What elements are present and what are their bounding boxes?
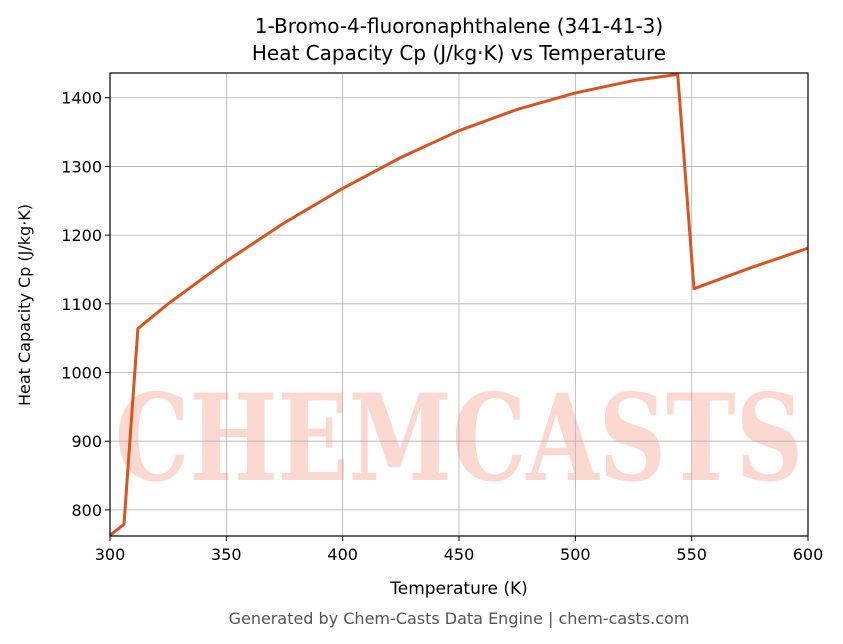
- y-tick-label: 1000: [61, 364, 102, 383]
- x-tick-label: 500: [560, 545, 591, 564]
- chart-subtitle: Heat Capacity Cp (J/kg·K) vs Temperature: [252, 41, 666, 65]
- y-tick-label: 1100: [61, 295, 102, 314]
- y-tick-label: 900: [71, 432, 102, 451]
- x-tick-label: 550: [676, 545, 707, 564]
- footer: Generated by Chem-Casts Data Engine | ch…: [229, 609, 690, 628]
- chart-title: 1-Bromo-4-fluoronaphthalene (341-41-3): [255, 14, 663, 38]
- data-line: [109, 72, 809, 537]
- y-tick-label: 1200: [61, 226, 102, 245]
- x-tick-label: 450: [444, 545, 475, 564]
- y-tick-label: 1300: [61, 157, 102, 176]
- plot-frame: [109, 72, 809, 537]
- x-axis-label: Temperature (K): [389, 579, 528, 599]
- x-tick-label: 300: [95, 545, 126, 564]
- y-axis-label: Heat Capacity Cp (J/kg·K): [15, 204, 34, 406]
- y-tick-label: 1400: [61, 89, 102, 108]
- y-tick-label: 800: [71, 501, 102, 520]
- x-tick-label: 400: [327, 545, 358, 564]
- x-tick-label: 350: [211, 545, 242, 564]
- x-tick-label: 600: [793, 545, 824, 564]
